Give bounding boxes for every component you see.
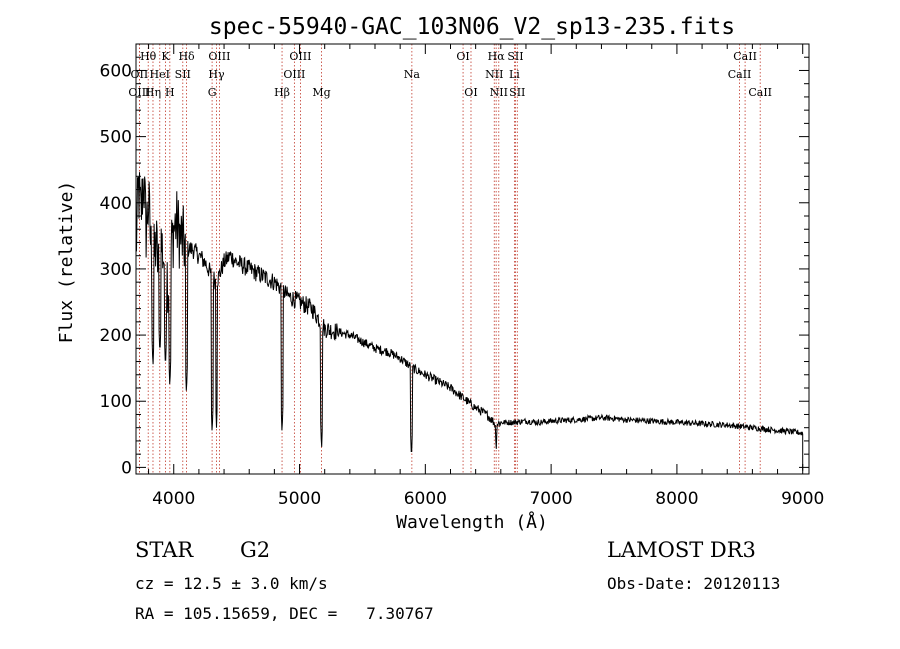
line-marker-label: Hθ <box>140 50 157 63</box>
line-marker-label: OIII <box>208 50 230 63</box>
x-tick-label: 8000 <box>655 489 698 509</box>
line-marker-label: SII <box>175 68 191 81</box>
line-marker-label: Hβ <box>274 86 290 99</box>
line-marker-label: Na <box>404 68 421 81</box>
x-tick-label: 9000 <box>781 489 824 509</box>
object-subclass: G2 <box>240 538 271 562</box>
x-tick-label: 4000 <box>152 489 195 509</box>
obs-date: Obs-Date: 20120113 <box>607 574 781 593</box>
line-marker-label: SII <box>507 50 523 63</box>
y-tick-label: 500 <box>100 128 132 148</box>
line-marker-label: Hα <box>488 50 506 63</box>
line-marker-label: OI <box>456 50 469 63</box>
x-tick-label: 6000 <box>404 489 447 509</box>
line-marker-label: NII <box>485 68 503 81</box>
line-marker-label: CaII <box>733 50 757 63</box>
line-marker-label: OIII <box>283 68 305 81</box>
line-marker-label: HeI <box>150 68 170 81</box>
object-class: STAR <box>135 538 194 562</box>
line-marker-label: Mg <box>312 86 330 99</box>
line-marker-label: H <box>165 86 175 99</box>
line-markers <box>138 44 761 474</box>
line-marker-label: OIII <box>128 86 150 99</box>
coordinates: RA = 105.15659, DEC = 7.30767 <box>135 604 434 623</box>
y-axis-ticks: 0 100 200 300 400 500 600 <box>100 56 809 478</box>
line-marker-label: OI <box>464 86 477 99</box>
plot-frame <box>135 43 810 475</box>
line-marker-label: NII <box>490 86 508 99</box>
y-tick-label: 300 <box>100 260 132 280</box>
y-tick-label: 200 <box>100 326 132 346</box>
line-marker-label: K <box>161 50 170 63</box>
y-axis-label: Flux (relative) <box>56 181 77 344</box>
line-marker-label: OII <box>131 68 149 81</box>
line-marker-label: CaII <box>748 86 772 99</box>
x-tick-label: 7000 <box>529 489 572 509</box>
line-marker-label: SII <box>509 86 525 99</box>
line-marker-label: Li <box>509 68 520 81</box>
line-marker-label: CaII <box>728 68 752 81</box>
line-marker-label: Hγ <box>208 68 225 81</box>
x-axis-label: Wavelength (Å) <box>396 511 548 533</box>
y-tick-label: 100 <box>100 392 132 412</box>
x-axis-ticks: 4000 5000 6000 7000 8000 9000 <box>148 44 824 509</box>
survey-label: LAMOST DR3 <box>607 538 756 562</box>
line-marker-label: Hη <box>145 86 161 99</box>
y-tick-label: 0 <box>121 458 132 478</box>
line-marker-label: OIII <box>289 50 311 63</box>
redshift-text: cz = 12.5 ± 3.0 km/s <box>135 574 328 593</box>
y-tick-label: 600 <box>100 61 132 81</box>
line-marker-label: Hδ <box>178 50 195 63</box>
y-tick-label: 400 <box>100 194 132 214</box>
spectrum-line <box>135 172 804 471</box>
line-marker-label: G <box>208 86 217 99</box>
x-tick-label: 5000 <box>278 489 321 509</box>
chart-title: spec-55940-GAC_103N06_V2_sp13-235.fits <box>209 14 735 40</box>
